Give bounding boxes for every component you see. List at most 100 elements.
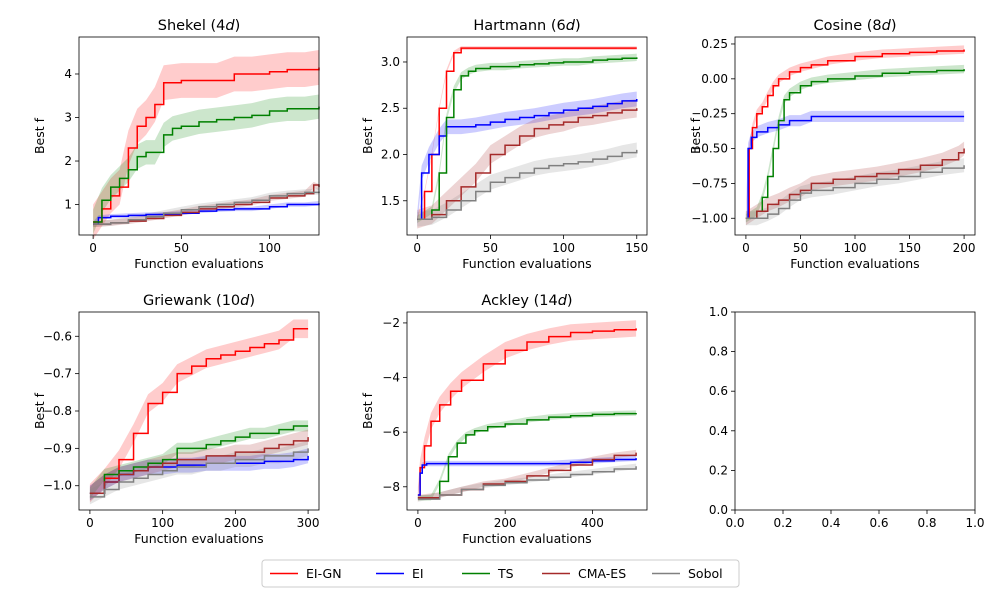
x-tick-label: 100 xyxy=(844,241,867,255)
x-tick-label: 0 xyxy=(413,241,421,255)
line-ei-gn xyxy=(417,328,637,496)
x-tick-label: 0.6 xyxy=(869,516,888,530)
y-tick-label: −8 xyxy=(382,480,400,494)
x-tick-label: 300 xyxy=(297,516,320,530)
line-ts xyxy=(745,69,965,220)
axes-frame xyxy=(406,311,648,511)
line-cma-es xyxy=(745,148,965,220)
subplot-6: 0.0 0.2 0.4 0.6 0.8 1.0 0.0 0.2 0.4 0.6 0.8 1.0 xyxy=(709,305,985,530)
legend: EI-GN EI TS CMA-ES Sobol xyxy=(261,559,740,588)
x-tick-label: 100 xyxy=(552,241,575,255)
y-tick-label: −0.75 xyxy=(691,176,728,190)
subplot-title: Hartmann (6d) xyxy=(473,18,580,34)
y-tick-label: 0.2 xyxy=(709,463,728,477)
band-ts xyxy=(417,410,637,501)
x-tick-label: 150 xyxy=(898,241,921,255)
band-ei-gn xyxy=(89,319,309,503)
x-tick-label: 150 xyxy=(625,241,648,255)
title-dimension: d xyxy=(240,293,250,309)
y-tick-label: 0.0 xyxy=(709,503,728,517)
x-axis-label: Function evaluations xyxy=(462,256,591,271)
subplot-title: Shekel (4d) xyxy=(158,18,241,34)
y-tick-label: 0.6 xyxy=(709,384,728,398)
band-ei xyxy=(745,110,965,224)
y-axis-label: Best f xyxy=(32,117,47,154)
line-ei xyxy=(417,458,637,496)
band-cma-es xyxy=(417,98,637,229)
x-axis-label: Function evaluations xyxy=(134,256,263,271)
x-axis-label: Function evaluations xyxy=(790,256,919,271)
x-tick-label: 100 xyxy=(151,516,174,530)
band-sobol xyxy=(417,142,637,227)
band-ei-gn xyxy=(417,320,637,504)
band-sobol xyxy=(745,158,965,226)
band-ts xyxy=(93,94,320,235)
x-axis-label: Function evaluations xyxy=(462,531,591,546)
x-tick-label: 0 xyxy=(86,516,94,530)
line-ei-gn xyxy=(93,67,320,223)
title-text: Shekel (4 xyxy=(158,18,226,34)
line-ei-gn xyxy=(417,47,637,221)
x-tick-label: 0.4 xyxy=(821,516,840,530)
x-tick-label: 0 xyxy=(742,241,750,255)
subplot-1: 0 50 100 1 2 3 4 Shekel (4d) Function evaluation… xyxy=(32,18,320,271)
line-sobol xyxy=(93,191,320,225)
y-tick-label: −6 xyxy=(382,425,400,439)
title-dimension: d xyxy=(882,18,892,34)
y-tick-label: −0.6 xyxy=(43,329,72,343)
title-text: Cosine (8 xyxy=(813,18,881,34)
y-tick-label: 2.5 xyxy=(381,101,400,115)
line-ts xyxy=(89,425,309,494)
x-tick-label: 100 xyxy=(258,241,281,255)
x-axis-label: Function evaluations xyxy=(134,531,263,546)
y-axis-label: Best f xyxy=(360,117,375,154)
y-axis-label: Best f xyxy=(360,392,375,429)
x-tick-label: 400 xyxy=(581,516,604,530)
band-cma-es xyxy=(93,181,320,228)
line-cma-es xyxy=(89,437,309,494)
legend-label-sobol: Sobol xyxy=(688,566,723,581)
line-ei xyxy=(417,98,638,221)
y-tick-label: −0.50 xyxy=(691,142,728,156)
band-ei xyxy=(417,455,637,498)
y-tick-label: −1.00 xyxy=(691,211,728,225)
y-tick-label: −0.7 xyxy=(43,367,72,381)
line-sobol xyxy=(89,448,309,498)
y-tick-label: 4 xyxy=(64,67,72,81)
line-ts xyxy=(417,57,638,221)
subplot-4: 0 100 200 300 −1.0 −0.9 −0.8 −0.7 −0.6 Griewank (… xyxy=(32,293,320,546)
title-close: ) xyxy=(575,18,581,34)
legend-frame xyxy=(261,559,740,588)
band-ei xyxy=(93,201,320,227)
y-tick-label: −0.25 xyxy=(691,107,728,121)
y-tick-label: −0.9 xyxy=(43,441,72,455)
x-tick-label: 50 xyxy=(174,241,189,255)
y-tick-label: −4 xyxy=(382,371,400,385)
legend-label-ei: EI xyxy=(412,566,424,581)
y-tick-label: 0.8 xyxy=(709,345,728,359)
y-tick-label: 3 xyxy=(64,111,72,125)
y-axis-label: Best f xyxy=(688,117,703,154)
axes-frame xyxy=(78,36,320,236)
y-tick-label: −0.8 xyxy=(43,404,72,418)
legend-label-ts: TS xyxy=(497,566,514,581)
line-sobol xyxy=(417,149,638,221)
y-tick-label: 1 xyxy=(64,198,72,212)
x-tick-label: 0.0 xyxy=(725,516,744,530)
y-axis-label: Best f xyxy=(32,392,47,429)
y-tick-label: 1.0 xyxy=(709,305,728,319)
x-tick-label: 1.0 xyxy=(965,516,984,530)
line-ts xyxy=(93,106,320,223)
axes-frame xyxy=(734,311,976,511)
y-tick-label: −1.0 xyxy=(43,479,72,493)
subplot-3: 0 50 100 150 200 −1.00 −0.75 −0.50 −0.25 0.00 0.25… xyxy=(688,18,976,271)
line-sobol xyxy=(417,466,637,500)
band-ei xyxy=(89,448,309,501)
axes-frame xyxy=(406,36,648,236)
line-ei xyxy=(93,203,320,225)
x-tick-label: 50 xyxy=(793,241,808,255)
y-tick-label: 2 xyxy=(64,154,72,168)
band-ei xyxy=(417,91,637,227)
y-tick-label: 0.4 xyxy=(709,424,728,438)
